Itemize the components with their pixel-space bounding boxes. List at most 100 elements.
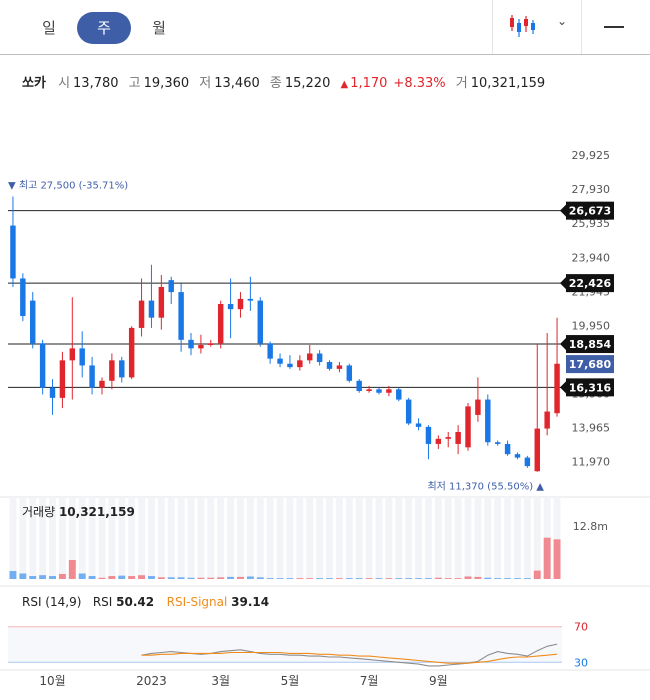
price-tick-label: 13,965 <box>572 421 611 434</box>
level-tag-label: 22,426 <box>569 277 612 290</box>
min-price-annotation: 최저 11,370 (55.50%) ▲ <box>427 481 544 493</box>
volume-bar <box>296 578 304 579</box>
volume-bar <box>78 573 86 579</box>
candle-body <box>217 304 224 344</box>
stock-chart[interactable]: 29,92527,93025,93523,94021,94519,95017,9… <box>0 100 650 700</box>
time-tick-label: 9월 <box>429 674 448 688</box>
horizontal-levels: 26,673 22,426 18,854 16,316 <box>8 201 614 397</box>
volume-bg-bar <box>385 497 393 579</box>
volume-title: 거래량 <box>22 505 59 519</box>
candle <box>168 276 174 305</box>
volume-bar <box>68 560 76 579</box>
candle <box>59 351 66 409</box>
candle <box>465 402 471 451</box>
tab-weekly[interactable]: 주 <box>77 12 131 44</box>
volume-bar <box>514 578 521 579</box>
candle <box>475 377 481 422</box>
high-label: 고 <box>128 76 141 91</box>
change-up-icon: ▲ <box>340 79 349 90</box>
candle <box>188 333 194 356</box>
rsi-signal-line <box>141 651 558 664</box>
volume-bar <box>385 578 393 579</box>
volume-bar <box>434 577 442 579</box>
volume-bg-bar <box>533 497 541 579</box>
volume-bar <box>128 576 136 579</box>
candle-body <box>208 343 214 345</box>
volume-bg-bar <box>553 497 561 579</box>
volume-bg-bar <box>157 497 165 579</box>
candle-body <box>168 280 174 293</box>
low-value: 13,460 <box>214 76 260 91</box>
candle-body <box>376 389 382 393</box>
candle-body <box>307 353 313 361</box>
candle-body <box>514 454 521 458</box>
volume-bg-bar <box>19 497 27 579</box>
change-percent: +8.33% <box>393 76 446 91</box>
volume-bg-bar <box>454 497 462 579</box>
volume-bg-bar <box>424 497 432 579</box>
candle <box>494 440 501 446</box>
volume-bg-bar <box>335 497 343 579</box>
candle <box>49 379 56 415</box>
volume-label: 거 <box>455 76 468 91</box>
candle-body <box>109 360 115 381</box>
volume-bar <box>454 578 462 579</box>
chart-type-selector[interactable]: ⌄ <box>492 0 582 54</box>
time-tick-label: 10월 <box>39 674 65 688</box>
volume-bar <box>9 570 17 579</box>
volume-bg-bar <box>217 497 225 579</box>
current-price-box <box>566 355 614 374</box>
candle-body <box>554 363 560 414</box>
volume-bg-bar <box>58 497 66 579</box>
time-tick-label: 3월 <box>211 674 230 688</box>
candle-body <box>128 327 135 378</box>
candle <box>336 362 343 373</box>
candle-body <box>396 389 402 400</box>
volume-bar <box>138 575 146 579</box>
candle <box>504 440 511 456</box>
volume-bar <box>335 578 343 579</box>
candle <box>346 363 353 383</box>
candle-body <box>386 389 392 393</box>
candle-body <box>227 304 234 310</box>
candle-body <box>336 365 343 369</box>
candle <box>158 275 165 330</box>
volume-bar <box>533 570 541 579</box>
volume-bar <box>395 578 403 579</box>
tab-monthly[interactable]: 월 <box>152 19 166 37</box>
tab-daily[interactable]: 일 <box>42 19 56 37</box>
volume-bg-bar <box>167 497 175 579</box>
rsi-header: RSI (14,9) RSI 50.42 RSI-Signal 39.14 <box>22 595 269 609</box>
candle <box>20 273 26 322</box>
level-tag-box <box>566 335 614 354</box>
volume-bar <box>19 573 27 579</box>
volume-bg-bar <box>296 497 304 579</box>
candle <box>415 418 422 431</box>
level-tag-box <box>566 378 614 397</box>
candle <box>455 425 461 455</box>
candle <box>227 278 234 339</box>
level-tag: 18,854 <box>560 335 614 354</box>
volume-bg-bar <box>108 497 116 579</box>
candle <box>208 339 214 347</box>
candle <box>89 356 95 395</box>
candle-body <box>119 360 125 378</box>
volume-bg-bar <box>415 497 423 579</box>
candle-body <box>445 437 451 439</box>
candle-body <box>415 423 422 427</box>
volume-total: 10,321,159 <box>59 505 135 519</box>
candle <box>30 292 36 349</box>
volume-bar <box>355 578 363 579</box>
time-tick-label: 5월 <box>281 674 300 688</box>
candle <box>514 452 521 460</box>
candle-body <box>297 360 303 368</box>
volume-bar <box>504 578 512 579</box>
candle <box>237 292 244 318</box>
volume-header: 거래량 10,321,159 <box>22 505 135 519</box>
menu-icon[interactable] <box>604 26 624 28</box>
volume-bar <box>88 576 96 579</box>
volume-bar <box>118 575 126 579</box>
volume-bg-bar <box>434 497 442 579</box>
candle <box>217 300 224 349</box>
volume-bg-bar <box>306 497 314 579</box>
